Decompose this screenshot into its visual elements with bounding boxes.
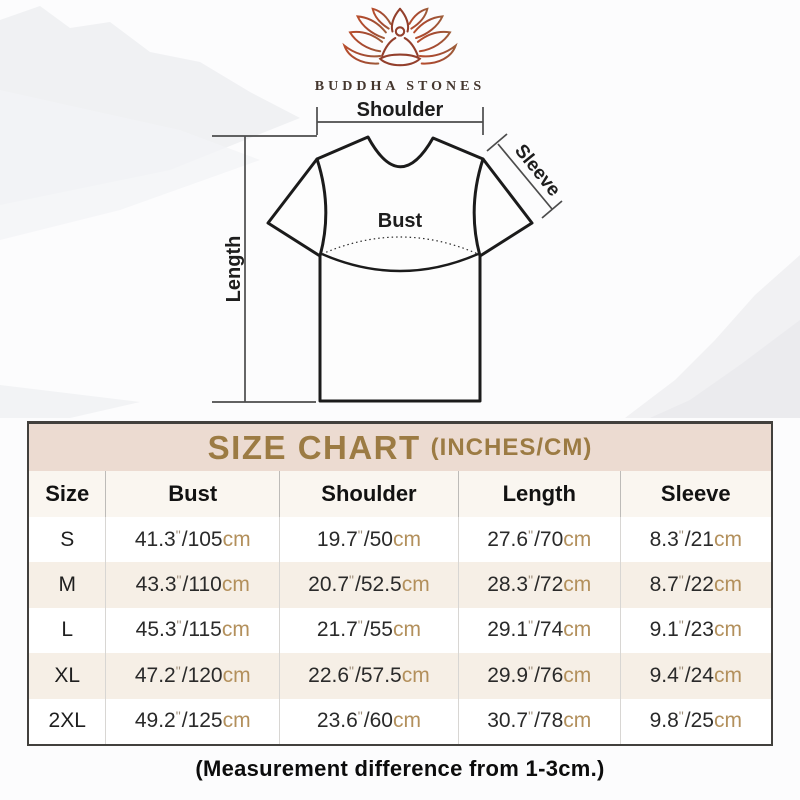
bust-label: Bust	[378, 210, 423, 232]
measurement-cell: 8.3 "/21 cm	[619, 517, 771, 563]
bust-curve-dotted	[321, 236, 479, 255]
tshirt-measurement-diagram: Shoulder Length Bust Sleeve	[212, 99, 564, 403]
row-size-label: L	[61, 618, 74, 642]
row-size-label: M	[58, 573, 76, 597]
brand-logo: BUDDHA STONES	[0, 6, 800, 95]
measurement-cell: 9.1 "/23 cm	[619, 607, 771, 654]
size-chart-title-band: SIZE CHART (INCHES/CM)	[29, 424, 771, 471]
measurement-cell: 21.7 "/55 cm	[279, 607, 458, 654]
size-chart-title-units: (INCHES/CM)	[430, 433, 593, 461]
table-header-row: Size Bust Shoulder Length Sleeve	[29, 471, 771, 517]
shoulder-label: Shoulder	[357, 99, 444, 121]
bust-curve-solid	[321, 252, 479, 273]
col-header-bust: Bust	[105, 471, 279, 517]
measurement-guides	[212, 107, 563, 403]
table-row: M 43.3 "/110 cm 20.7 "/52.5 cm 28.3 "/72 cm 8.…	[29, 562, 771, 608]
measurement-cell: 9.4 "/24 cm	[619, 653, 771, 699]
measurement-cell: 29.1 "/74 cm	[457, 607, 620, 654]
measurement-cell: 47.2 "/120 cm	[105, 653, 279, 699]
measurement-note: (Measurement difference from 1-3cm.)	[195, 756, 605, 781]
measurement-cell: 22.6 "/57.5 cm	[279, 653, 458, 699]
measurement-cell: 20.7 "/52.5 cm	[279, 562, 458, 608]
length-label: Length	[223, 236, 245, 303]
measurement-cell: 41.3 "/105 cm	[105, 517, 279, 563]
table-row: S 41.3 "/105 cm 19.7 "/50 cm 27.6 "/70 cm 8.3 "…	[29, 517, 771, 563]
measurement-cell: 8.7 "/22 cm	[619, 562, 771, 608]
measurement-cell: 23.6 "/60 cm	[279, 698, 458, 744]
measurement-cell: 28.3 "/72 cm	[457, 562, 620, 608]
measurement-cell: 27.6 "/70 cm	[457, 517, 620, 563]
table-row: L 45.3 "/115 cm 21.7 "/55 cm 29.1 "/74 cm 9.1 "…	[29, 607, 771, 654]
measurement-cell: 30.7 "/78 cm	[457, 698, 620, 744]
row-size-label: S	[60, 527, 75, 551]
brand-name: BUDDHA STONES	[314, 79, 486, 94]
size-chart-title: SIZE CHART	[207, 428, 421, 466]
size-chart-table: SIZE CHART (INCHES/CM) Size Bust Shoulde…	[27, 421, 773, 746]
col-header-shoulder: Shoulder	[279, 471, 458, 517]
col-header-length: Length	[457, 471, 620, 517]
row-size-label: XL	[54, 663, 81, 687]
measurement-cell: 45.3 "/115 cm	[105, 607, 279, 654]
table-row: 2XL 49.2 "/125 cm 23.6 "/60 cm 30.7 "/78 cm 9.…	[29, 698, 771, 744]
col-header-size: Size	[45, 481, 90, 506]
lotus-meditation-icon	[342, 7, 458, 67]
measurement-cell: 43.3 "/110 cm	[105, 562, 279, 608]
measurement-cell: 9.8 "/25 cm	[619, 698, 771, 744]
measurement-cell: 29.9 "/76 cm	[457, 653, 620, 699]
measurement-cell: 19.7 "/50 cm	[279, 517, 458, 563]
row-size-label: 2XL	[48, 709, 86, 733]
table-row: XL 47.2 "/120 cm 22.6 "/57.5 cm 29.9 "/76 cm 9…	[29, 653, 771, 699]
measurement-cell: 49.2 "/125 cm	[105, 698, 279, 744]
col-header-sleeve: Sleeve	[619, 471, 771, 517]
tshirt-outline	[266, 135, 534, 403]
